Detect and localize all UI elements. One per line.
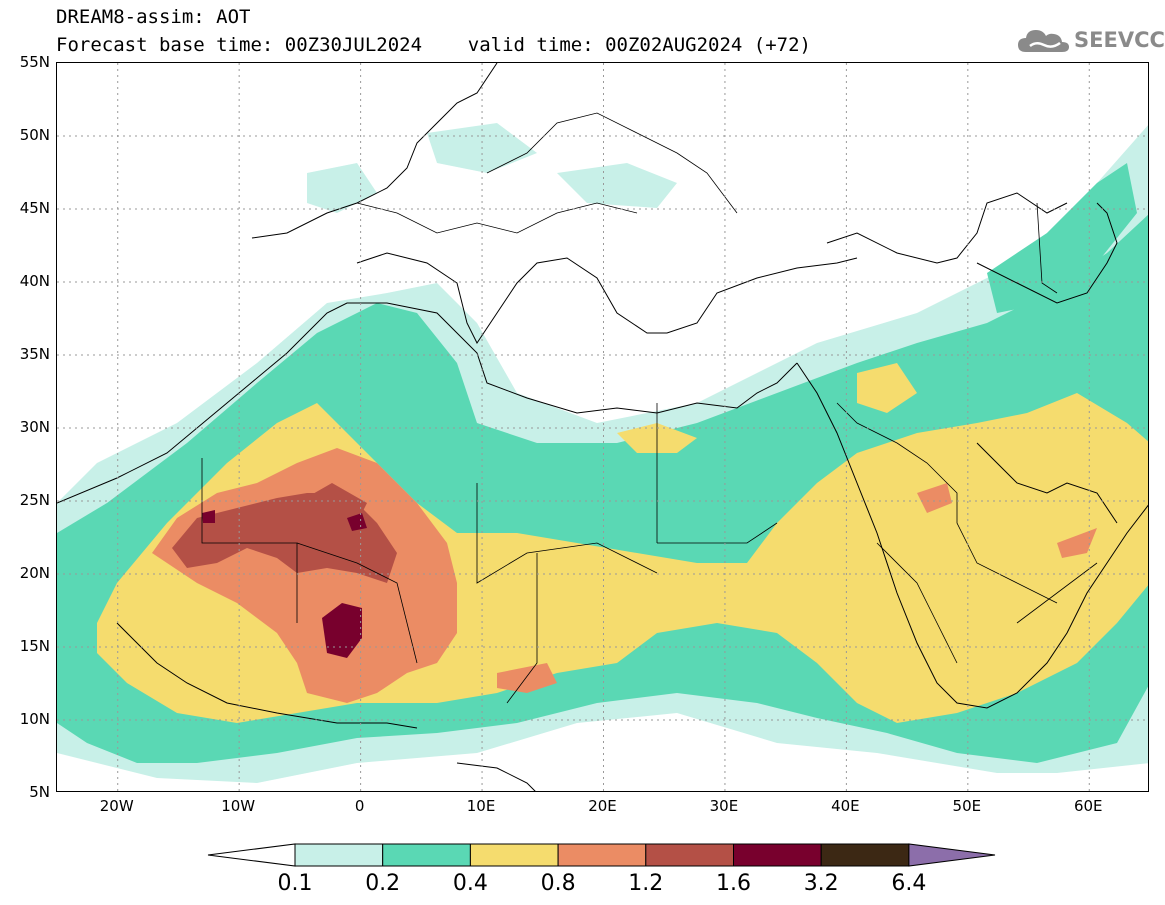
coastline (116, 622, 418, 729)
latitude-label: 35N (19, 345, 50, 363)
border (476, 483, 658, 584)
colorbar-label: 1.6 (716, 871, 751, 896)
coastline (976, 442, 1118, 524)
colorbar-label: 1.2 (628, 871, 664, 896)
aot-band-0.8 (497, 663, 557, 693)
latitude-label: 15N (19, 637, 50, 655)
latitude-label: 45N (19, 199, 50, 217)
latitude-label: 40N (19, 272, 50, 290)
longitude-label: 60E (1073, 797, 1103, 815)
longitude-label: 0 (354, 797, 365, 815)
colorbar-box (820, 843, 910, 867)
latitude-label: 55N (19, 53, 50, 71)
longitude-label: 20W (99, 797, 134, 815)
colorbar-label: 6.4 (891, 871, 927, 896)
latitude-label: 50N (19, 126, 50, 144)
longitude-label: 10W (221, 797, 256, 815)
border (836, 402, 1058, 604)
border (1016, 562, 1098, 624)
graticule (57, 63, 1148, 791)
colorbar-label: 0.2 (365, 871, 401, 896)
cloud-icon (1018, 30, 1069, 52)
colorbar-box (294, 843, 384, 867)
colorbar-label: 0.8 (540, 871, 576, 896)
coastline (826, 192, 1068, 264)
aot-field-map (57, 63, 1148, 791)
aot-band-1.2 (297, 483, 367, 523)
map-frame (56, 62, 1149, 792)
longitude-label: 10E (466, 797, 496, 815)
coastline (57, 302, 798, 504)
aot-band-0.2 (987, 163, 1137, 313)
coastline (796, 362, 1148, 709)
colorbar-box (645, 843, 734, 867)
colorbar-box (469, 843, 559, 867)
aot-band-0.4 (857, 363, 917, 413)
border (356, 202, 638, 234)
aot-band-1.6 (347, 513, 367, 531)
latitude-label: 5N (29, 783, 50, 801)
colorbar-box (557, 843, 647, 867)
latitude-label: 30N (19, 418, 50, 436)
aot-band-0.8 (1057, 528, 1097, 558)
aot-band-0.1 (557, 163, 677, 208)
aot-band-1.6 (322, 603, 362, 658)
coastline (456, 762, 536, 791)
seevccc-logo: SEEVCCC (1016, 24, 1165, 58)
border (876, 542, 958, 664)
colorbar-label: 0.4 (452, 871, 488, 896)
colorbar-label: 0.1 (277, 871, 313, 896)
coastlines (57, 63, 1148, 791)
colorbar-over-arrow (908, 843, 996, 867)
longitude-label: 20E (588, 797, 617, 815)
longitude-label: 30E (709, 797, 739, 815)
colorbar-box (382, 843, 471, 867)
border (657, 522, 778, 544)
coastline (976, 202, 1118, 304)
coastline (251, 63, 498, 239)
map-title: DREAM8-assim: AOT (56, 6, 251, 28)
aot-band-0.8 (917, 483, 952, 513)
border (296, 542, 418, 664)
colorbar-under-arrow (207, 843, 296, 867)
longitude-label: 50E (952, 797, 982, 815)
border (506, 553, 538, 704)
aot-shading (57, 123, 1148, 783)
forecast-time-line: Forecast base time: 00Z30JUL2024 valid t… (56, 34, 811, 56)
colorbar-label: 3.2 (803, 871, 839, 896)
latitude-label: 20N (19, 564, 50, 582)
border (1036, 202, 1058, 294)
logo-text: SEEVCCC (1074, 28, 1165, 52)
latitude-label: 10N (19, 710, 50, 728)
longitude-label: 40E (831, 797, 860, 815)
border (486, 112, 738, 214)
aot-band-1.6 (202, 510, 215, 523)
latitude-label: 25N (19, 491, 50, 509)
coastline (356, 252, 858, 344)
colorbar-box (733, 843, 822, 867)
aot-band-0.1 (307, 163, 377, 213)
